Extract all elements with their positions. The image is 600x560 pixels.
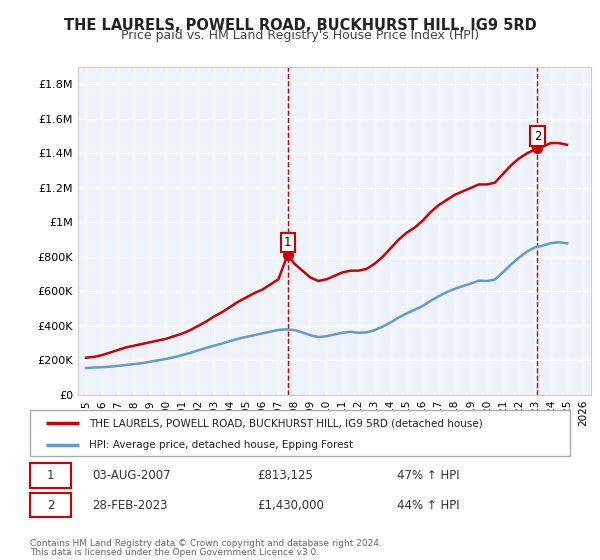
FancyBboxPatch shape bbox=[30, 410, 570, 456]
Text: 03-AUG-2007: 03-AUG-2007 bbox=[92, 469, 171, 482]
Text: 2: 2 bbox=[534, 130, 541, 143]
FancyBboxPatch shape bbox=[30, 493, 71, 517]
Text: HPI: Average price, detached house, Epping Forest: HPI: Average price, detached house, Eppi… bbox=[89, 440, 353, 450]
Text: £1,430,000: £1,430,000 bbox=[257, 498, 323, 511]
Text: 1: 1 bbox=[284, 236, 292, 249]
Text: 1: 1 bbox=[47, 469, 54, 482]
Text: Price paid vs. HM Land Registry's House Price Index (HPI): Price paid vs. HM Land Registry's House … bbox=[121, 29, 479, 42]
Text: Contains HM Land Registry data © Crown copyright and database right 2024.: Contains HM Land Registry data © Crown c… bbox=[30, 539, 382, 548]
Text: £813,125: £813,125 bbox=[257, 469, 313, 482]
Text: 28-FEB-2023: 28-FEB-2023 bbox=[92, 498, 167, 511]
Text: THE LAURELS, POWELL ROAD, BUCKHURST HILL, IG9 5RD (detached house): THE LAURELS, POWELL ROAD, BUCKHURST HILL… bbox=[89, 418, 483, 428]
Text: This data is licensed under the Open Government Licence v3.0.: This data is licensed under the Open Gov… bbox=[30, 548, 319, 557]
Text: THE LAURELS, POWELL ROAD, BUCKHURST HILL, IG9 5RD: THE LAURELS, POWELL ROAD, BUCKHURST HILL… bbox=[64, 18, 536, 33]
FancyBboxPatch shape bbox=[30, 464, 71, 488]
Text: 2: 2 bbox=[47, 498, 54, 511]
Text: 44% ↑ HPI: 44% ↑ HPI bbox=[397, 498, 460, 511]
Text: 47% ↑ HPI: 47% ↑ HPI bbox=[397, 469, 460, 482]
